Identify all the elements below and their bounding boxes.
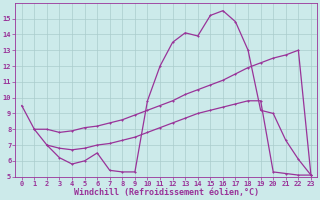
X-axis label: Windchill (Refroidissement éolien,°C): Windchill (Refroidissement éolien,°C) xyxy=(74,188,259,197)
